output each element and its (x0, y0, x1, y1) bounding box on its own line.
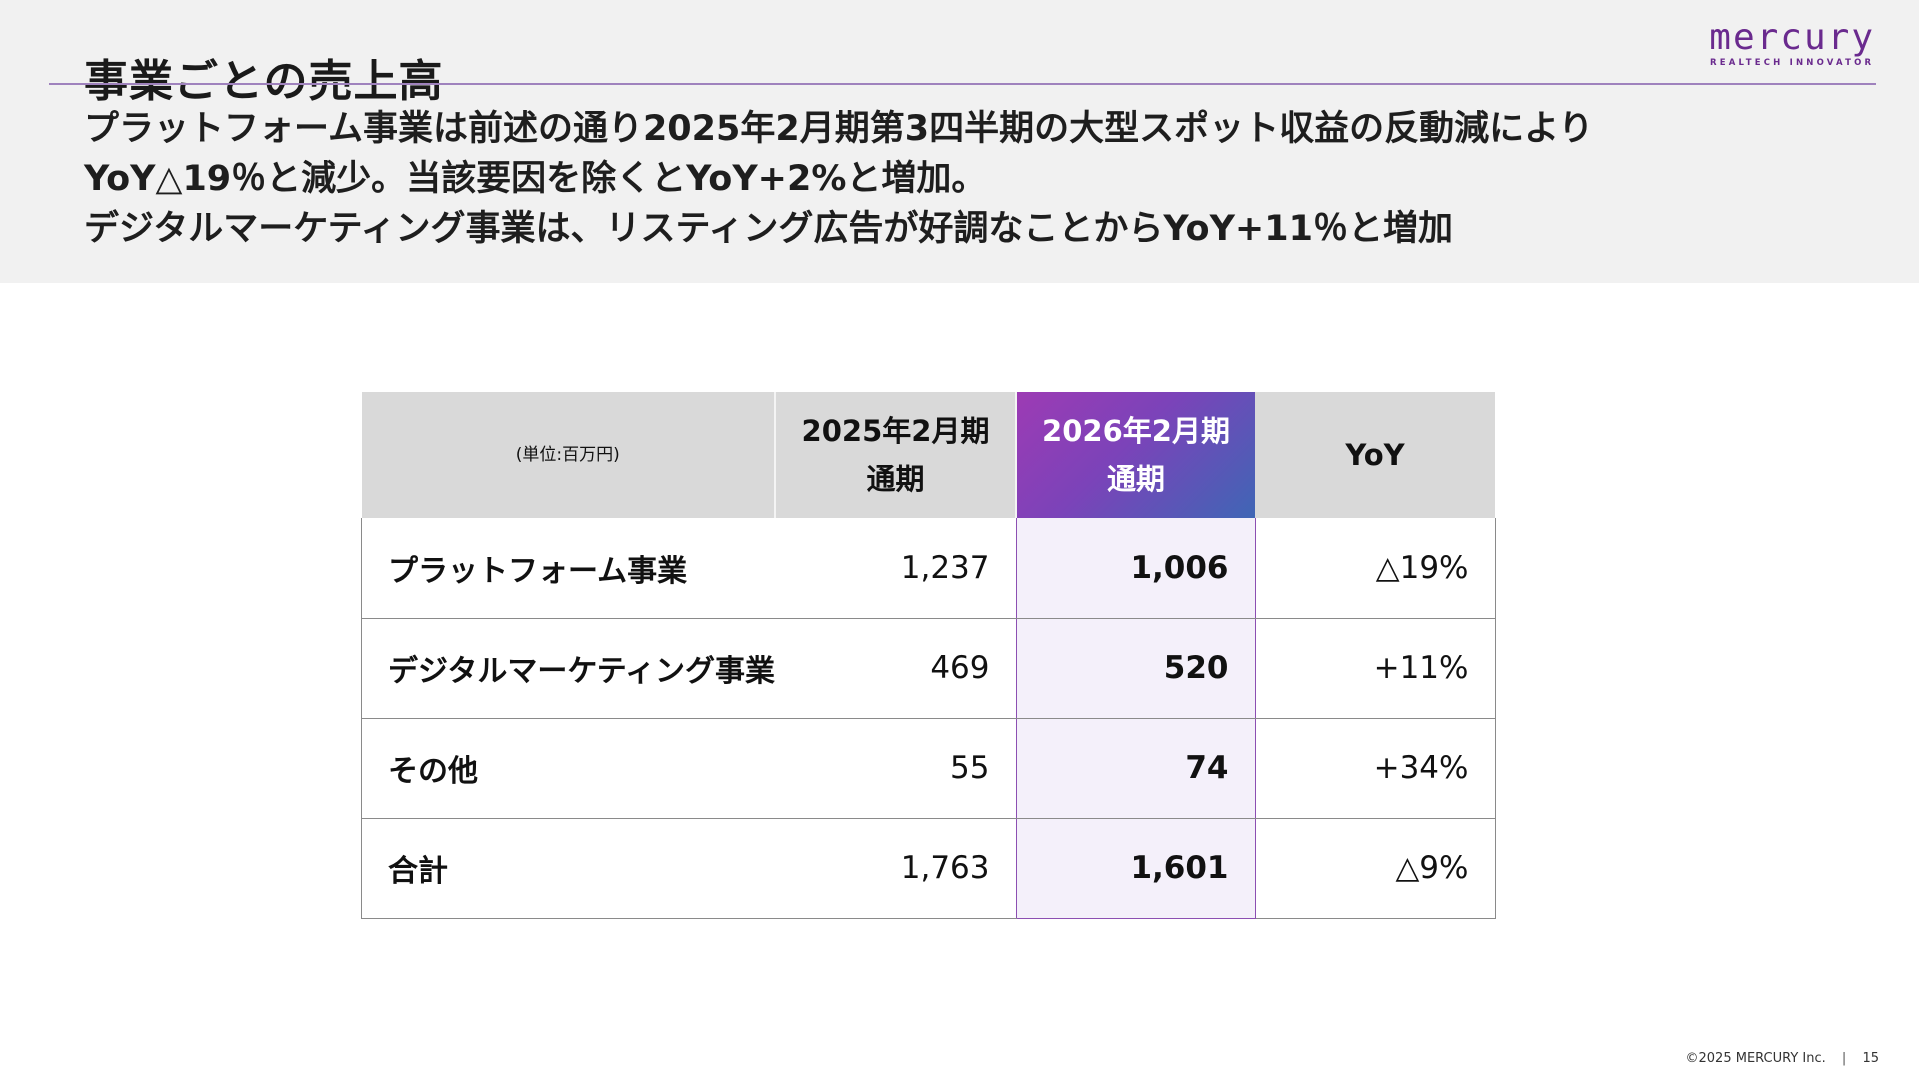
current-period-value: 520 (1015, 618, 1256, 719)
summary-line: プラットフォーム事業は前述の通り2025年2月期第3四半期の大型スポット収益の反… (84, 109, 1594, 149)
prev-period-value: 1,237 (775, 518, 1016, 619)
table-row: デジタルマーケティング事業 469 520 +11% (361, 618, 1496, 719)
current-period-value: 74 (1015, 718, 1256, 819)
footer: ©2025 MERCURY Inc. | 15 (1686, 1051, 1879, 1066)
current-period-value: 1,601 (1015, 818, 1256, 919)
prev-period-value: 55 (775, 718, 1016, 819)
table-header-row: (単位:百万円) 2025年2月期 通期 2026年2月期 通期 YoY (361, 392, 1495, 518)
mercury-logo: mercury REALTECH INNOVATOR (1709, 17, 1875, 69)
current-period-header-line2: 通期 (1106, 462, 1165, 496)
page-title: 事業ごとの売上高 (84, 56, 444, 108)
table-row: その他 55 74 +34% (361, 718, 1496, 819)
prev-period-header: 2025年2月期 通期 (775, 392, 1017, 518)
segment-name: その他 (361, 718, 775, 819)
footer-separator: | (1841, 1051, 1847, 1066)
table-row: プラットフォーム事業 1,237 1,006 △19% (361, 518, 1496, 619)
current-period-header: 2026年2月期 通期 (1016, 392, 1255, 518)
current-period-value: 1,006 (1015, 518, 1256, 619)
yoy-value: △19% (1255, 518, 1496, 619)
segment-name: プラットフォーム事業 (361, 518, 775, 619)
logo-tagline: REALTECH INNOVATOR (1709, 58, 1875, 68)
yoy-value: +11% (1255, 618, 1496, 719)
yoy-header: YoY (1255, 392, 1495, 518)
title-divider (49, 83, 1876, 85)
segment-name: デジタルマーケティング事業 (361, 618, 775, 719)
prev-period-value: 1,763 (775, 818, 1016, 919)
summary-line: デジタルマーケティング事業は、リスティング広告が好調なことからYoY+11％と増… (84, 209, 1453, 249)
copyright-text: ©2025 MERCURY Inc. (1685, 1051, 1826, 1066)
page-number: 15 (1862, 1051, 1879, 1066)
yoy-value: △9% (1255, 818, 1496, 919)
logo-wordmark: mercury (1709, 17, 1875, 58)
unit-label-header: (単位:百万円) (361, 392, 776, 518)
segment-name: 合計 (361, 818, 775, 919)
prev-period-header-line1: 2025年2月期 (801, 414, 990, 448)
prev-period-value: 469 (775, 618, 1016, 719)
header-band (0, 0, 1919, 283)
summary-line: YoY△19％と減少。当該要因を除くとYoY+2%と増加。 (84, 159, 987, 199)
summary-text: プラットフォーム事業は前述の通り2025年2月期第3四半期の大型スポット収益の反… (84, 104, 1844, 254)
yoy-value: +34% (1255, 718, 1496, 819)
current-period-header-line1: 2026年2月期 (1042, 414, 1230, 448)
prev-period-header-line2: 通期 (866, 462, 925, 496)
table-row-total: 合計 1,763 1,601 △9% (361, 818, 1496, 919)
segment-sales-table: (単位:百万円) 2025年2月期 通期 2026年2月期 通期 YoY プラッ… (361, 392, 1496, 919)
